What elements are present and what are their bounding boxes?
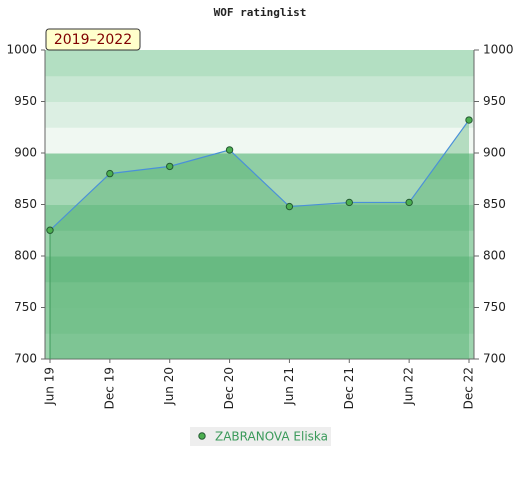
background-band [45,230,474,257]
background-band [45,127,474,154]
x-tick-label: Dec 19 [102,367,116,409]
background-band [45,204,474,231]
x-tick-label: Dec 21 [342,367,356,409]
y-tick-label: 1000 [6,43,37,57]
background-band [45,178,474,205]
line [49,119,470,231]
background-band [45,333,474,360]
y2-tick-label: 1000 [483,43,514,57]
y2-tick-label: 850 [483,197,506,211]
chart-title: WOF ratinglist [214,6,307,19]
y-tick-label: 900 [14,146,37,160]
y2-tick-label: 900 [483,146,506,160]
y2-tick-label: 700 [483,352,506,366]
point [345,198,353,207]
y2-tick-label: 800 [483,249,506,263]
background-band [45,153,474,180]
x-tick-label: Dec 20 [222,367,236,409]
background-band [45,307,474,334]
annotation-box [45,28,141,51]
legend-marker [198,432,206,440]
annotation: 2019–2022 [54,32,132,48]
y-tick-label: 850 [14,197,37,211]
point [405,198,413,207]
y-tick-label: 750 [14,300,37,314]
point [46,226,54,234]
x-tick-label: Jun 19 [43,367,57,406]
point [285,202,294,211]
y-tick-label: 800 [14,249,37,263]
x-tick-label: Jun 20 [162,367,176,406]
background-band [45,256,474,283]
background-band [45,281,474,308]
y-tick-label: 950 [14,94,37,108]
point [106,169,114,178]
background-band [45,101,474,128]
y2-tick-label: 950 [483,94,506,108]
y-tick-label: 700 [14,352,37,366]
background-band [45,75,474,102]
point [225,146,234,154]
area [50,120,469,359]
point [166,162,174,171]
legend-box [190,427,331,446]
legend-label: ZABRANOVA Eliska [215,430,328,444]
x-tick-label: Jun 22 [402,367,416,406]
x-tick-label: Jun 21 [282,367,296,406]
background-band [45,50,474,77]
y2-tick-label: 750 [483,300,506,314]
legend: ZABRANOVA Eliska [190,427,331,446]
x-tick-label: Dec 22 [462,367,476,409]
point [465,116,473,124]
